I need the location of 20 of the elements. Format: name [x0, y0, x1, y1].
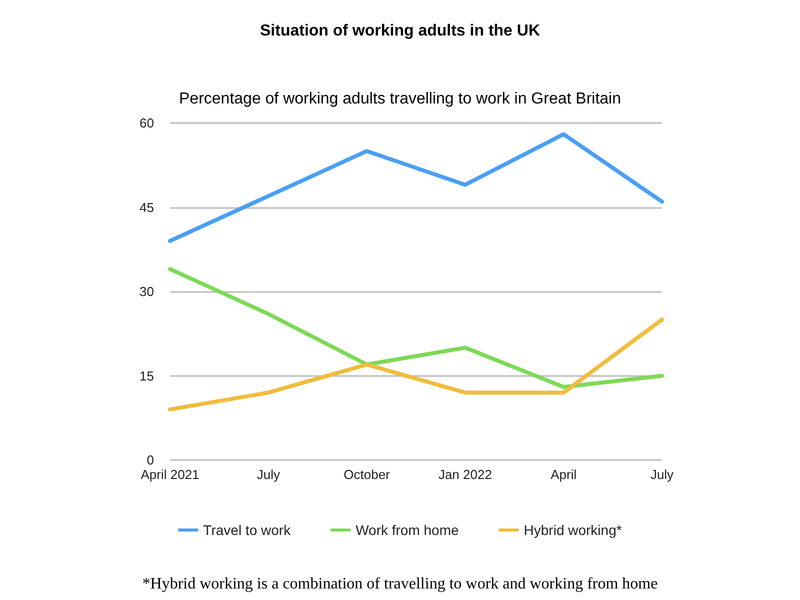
- line-series: [168, 318, 664, 412]
- chart-subtitle: Percentage of working adults travelling to work in Great Britain: [179, 90, 621, 108]
- x-tick-label: April: [550, 467, 577, 482]
- line-series: [168, 132, 664, 243]
- text: *Hybrid working is a combination of travelling to work and working from home: [142, 576, 658, 592]
- x-tick-label: July: [256, 467, 280, 482]
- y-tick-label: 60: [140, 116, 154, 130]
- legend-label: Work from home: [356, 522, 459, 538]
- y-tick-label: 15: [140, 368, 154, 384]
- x-tick-label: October: [344, 467, 391, 482]
- y-tick-label: 45: [140, 200, 154, 215]
- x-tick-label: July: [650, 467, 674, 482]
- legend-label: Travel to work: [203, 522, 292, 538]
- y-tick-label: 30: [140, 284, 154, 299]
- legend-label: Hybrid working*: [524, 522, 622, 538]
- x-tick-label: April 2021: [140, 467, 200, 482]
- line-series: [168, 267, 664, 389]
- x-tick-label: Jan 2022: [438, 467, 492, 482]
- chart-title: Situation of working adults in the UK: [260, 22, 540, 40]
- y-tick-label: 0: [146, 452, 154, 468]
